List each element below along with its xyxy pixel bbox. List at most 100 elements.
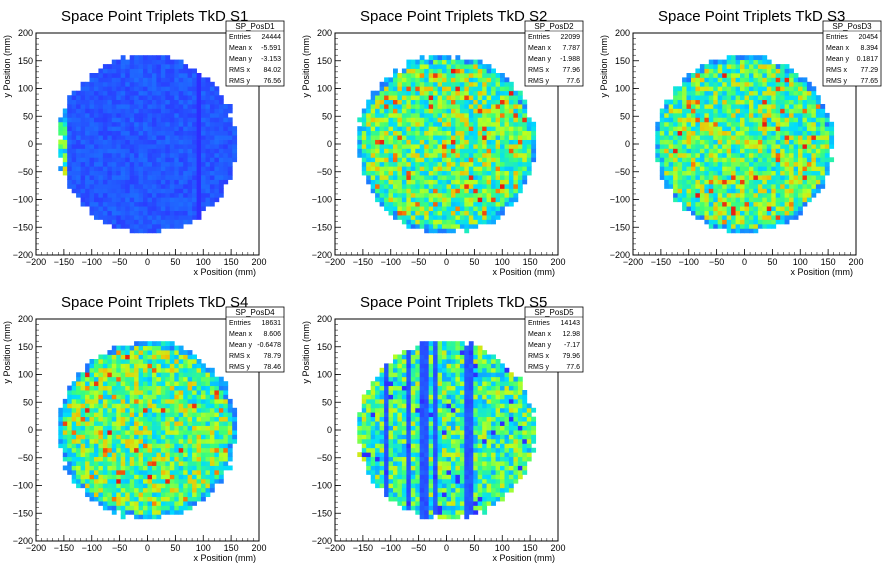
heat-cell (495, 175, 501, 180)
heat-cell (165, 412, 171, 418)
heat-cell (753, 228, 759, 234)
heat-cell (455, 86, 461, 92)
heat-cell (677, 121, 683, 127)
heat-cell (477, 139, 483, 145)
heat-cell (668, 121, 674, 127)
heat-cell (76, 470, 81, 475)
heat-cell (762, 175, 768, 180)
heat-cell (824, 157, 830, 163)
heat-cell (388, 121, 394, 127)
heat-cell (152, 359, 157, 364)
heat-cell (71, 447, 77, 453)
heat-cell (682, 201, 687, 207)
heat-cell (749, 197, 754, 203)
heat-cell (125, 86, 131, 92)
heat-cell (67, 461, 73, 466)
x-tick-label: −200 (26, 257, 46, 267)
heat-cell (735, 59, 741, 65)
heat-cell (98, 184, 104, 189)
heat-cell (160, 210, 166, 216)
heat-cell (504, 148, 510, 154)
heat-cell (102, 403, 108, 409)
heat-cell (749, 55, 754, 61)
heat-cell (134, 81, 139, 87)
heat-cell (102, 496, 108, 502)
heat-cell (459, 117, 465, 123)
heat-cell (677, 188, 683, 194)
heat-cell (62, 443, 68, 449)
heat-cell (495, 117, 501, 123)
heat-cell (513, 166, 519, 172)
heat-cell (223, 166, 229, 172)
heat-cell (428, 59, 434, 65)
heat-cell (464, 112, 470, 118)
stats-value: 7.787 (562, 45, 580, 52)
heat-cell (717, 139, 723, 145)
heat-cell (62, 130, 68, 136)
heat-cell (802, 188, 808, 194)
heat-cell (508, 157, 514, 163)
heat-cell (80, 483, 86, 489)
heat-cell (789, 144, 794, 149)
heat-cell (491, 219, 496, 225)
heat-cell (147, 170, 153, 176)
heat-cell (138, 192, 144, 198)
heat-cell (757, 90, 763, 96)
heat-cell (749, 223, 754, 229)
heat-cell (393, 95, 398, 101)
heat-cell (677, 184, 683, 189)
heat-cell (513, 117, 519, 123)
heat-cell (451, 184, 456, 189)
heat-cell (116, 179, 122, 185)
heat-cell (85, 385, 90, 391)
heat-cell (526, 152, 532, 158)
heat-cell (406, 77, 412, 83)
heat-cell (824, 148, 830, 154)
heat-cell (156, 64, 162, 69)
heat-cell (393, 210, 398, 216)
heat-cell (94, 99, 99, 105)
heat-cell (749, 166, 754, 172)
heat-cell (424, 59, 430, 65)
heat-cell (143, 345, 148, 351)
heat-cell (80, 416, 86, 422)
heat-cell (58, 148, 64, 154)
heat-cell (98, 385, 104, 391)
heat-cell (111, 354, 117, 360)
heat-cell (187, 219, 193, 225)
heat-cell (442, 175, 447, 180)
heat-cell (98, 461, 104, 466)
heat-cell (71, 126, 77, 132)
heat-cell (744, 126, 750, 132)
heat-cell (183, 179, 189, 185)
heat-cell (762, 152, 768, 158)
heat-cell (513, 170, 519, 176)
heat-cell (722, 144, 728, 149)
heat-cell (820, 157, 826, 163)
heat-cell (120, 505, 126, 511)
heat-cell (695, 215, 701, 220)
heat-cell (111, 470, 117, 475)
heat-cell (80, 81, 86, 87)
heat-cell (187, 144, 193, 149)
heat-cell (67, 108, 73, 114)
heat-cell (677, 126, 683, 132)
heat-cell (94, 81, 99, 87)
heat-cell (129, 215, 135, 220)
heat-cell (451, 188, 456, 194)
heat-cell (201, 148, 206, 154)
heat-cell (165, 474, 171, 480)
heat-cell (708, 192, 714, 198)
heat-cell (798, 99, 803, 105)
heat-cell (406, 192, 412, 198)
heat-cell (815, 152, 821, 158)
heat-cell (138, 219, 144, 225)
heat-cell (446, 170, 452, 176)
heat-cell (789, 104, 794, 109)
heat-cell (85, 148, 90, 154)
heat-cell (468, 157, 474, 163)
heat-cell (125, 367, 131, 373)
heat-cell (410, 64, 416, 69)
heat-cell (468, 112, 474, 118)
heat-cell (446, 166, 452, 172)
